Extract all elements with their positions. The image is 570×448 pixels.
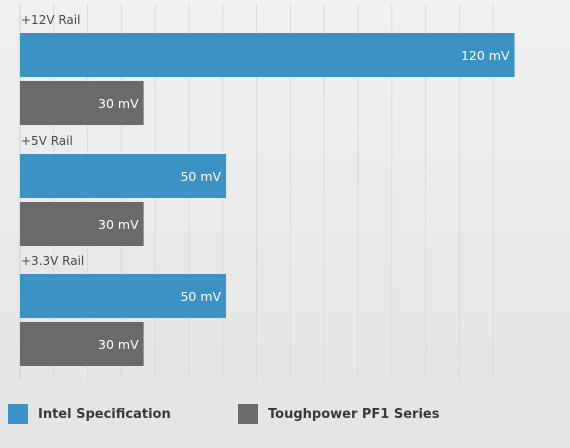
legend-swatch-intel-specification [8, 404, 28, 424]
legend-label-toughpower-pf1-series: Toughpower PF1 Series [268, 406, 440, 422]
bar-chart: +12V Rail 120 mV 30 mV +5V Rail 50 mV 30 mV +3… [19, 4, 515, 380]
legend-item-toughpower-pf1-series: Toughpower PF1 Series [238, 404, 439, 424]
data-label-3-3v-rail-intel-specification: 50 mV [180, 289, 221, 304]
data-label-3-3v-rail-toughpower-pf1-series: 30 mV [98, 337, 139, 352]
bar-12v-rail-toughpower-pf1-series [20, 81, 144, 125]
data-label-12v-rail-intel-specification: 120 mV [461, 48, 510, 63]
category-label-12v-rail: +12V Rail [21, 13, 80, 27]
bar-3-3v-rail-intel-specification [20, 274, 227, 318]
data-label-5v-rail-toughpower-pf1-series: 30 mV [98, 217, 139, 232]
data-label-5v-rail-intel-specification: 50 mV [180, 169, 221, 184]
bar-5v-rail-intel-specification [20, 154, 227, 198]
bar-5v-rail-toughpower-pf1-series [20, 202, 144, 246]
legend-item-intel-specification: Intel Specification [8, 404, 171, 424]
legend-swatch-toughpower-pf1-series [238, 404, 258, 424]
category-label-3-3v-rail: +3.3V Rail [21, 254, 84, 268]
data-label-12v-rail-toughpower-pf1-series: 30 mV [98, 96, 139, 111]
bar-3-3v-rail-toughpower-pf1-series [20, 322, 144, 366]
legend-label-intel-specification: Intel Specification [38, 406, 171, 422]
category-label-5v-rail: +5V Rail [21, 134, 73, 148]
chart-legend: Intel Specification Toughpower PF1 Serie… [0, 398, 570, 434]
bar-12v-rail-intel-specification [20, 33, 515, 77]
